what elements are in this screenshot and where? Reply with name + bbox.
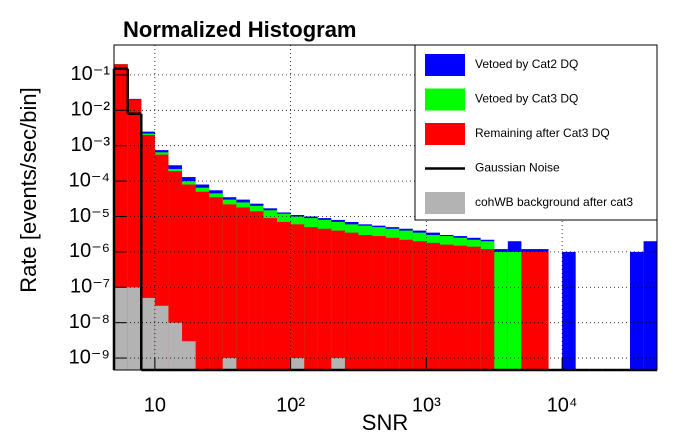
histogram-bar bbox=[331, 358, 345, 370]
histogram-bar bbox=[168, 322, 183, 370]
histogram-bar bbox=[141, 297, 155, 370]
legend-label: cohWB background after cat3 bbox=[475, 195, 633, 209]
y-tick-label: 10⁻⁸ bbox=[69, 311, 110, 333]
y-tick-label: 10⁻⁴ bbox=[69, 169, 110, 191]
y-tick-label: 10⁻⁶ bbox=[69, 240, 110, 262]
histogram-bar bbox=[467, 246, 481, 370]
y-tick-label: 10⁻² bbox=[71, 99, 111, 121]
y-axis-label: Rate [events/sec/bin] bbox=[16, 87, 41, 292]
histogram-bar bbox=[263, 218, 278, 370]
legend-label: Remaining after Cat3 DQ bbox=[475, 126, 610, 140]
x-tick-label: 10 bbox=[144, 394, 166, 416]
chart-title: Normalized Histogram bbox=[123, 17, 357, 42]
y-tick-label: 10⁻¹ bbox=[71, 63, 111, 85]
histogram-bar bbox=[249, 211, 264, 370]
histogram-bar bbox=[643, 241, 657, 370]
legend-label: Gaussian Noise bbox=[475, 161, 560, 175]
histogram-bar bbox=[439, 244, 454, 370]
histogram-bar bbox=[209, 197, 223, 370]
histogram-bar bbox=[534, 251, 549, 370]
histogram-bar bbox=[154, 305, 169, 370]
histogram-bar bbox=[629, 251, 644, 370]
histogram-bar bbox=[168, 171, 183, 370]
histogram-bar bbox=[290, 224, 305, 370]
legend: Vetoed by Cat2 DQ Vetoed by Cat3 DQ Remain… bbox=[414, 44, 658, 221]
histogram-bar bbox=[344, 232, 359, 370]
histogram-bar bbox=[182, 184, 196, 370]
y-tick-label: 10⁻³ bbox=[71, 134, 111, 156]
legend-swatch bbox=[425, 192, 465, 214]
histogram-bar bbox=[304, 227, 318, 370]
histogram-bar bbox=[372, 236, 386, 370]
histogram-bar bbox=[331, 230, 345, 370]
histogram-bar bbox=[426, 242, 440, 370]
y-tick-label: 10⁻⁵ bbox=[69, 205, 110, 227]
legend-swatch bbox=[425, 54, 465, 76]
histogram-bar bbox=[182, 341, 196, 370]
histogram-bar bbox=[412, 241, 427, 370]
y-tick-label: 10⁻⁹ bbox=[69, 346, 110, 368]
histogram-bar bbox=[290, 358, 305, 370]
histogram-bar bbox=[317, 228, 332, 370]
histogram-bar bbox=[480, 249, 495, 370]
legend-swatch bbox=[425, 123, 465, 145]
histogram-bar bbox=[236, 207, 250, 370]
legend-label: Vetoed by Cat3 DQ bbox=[475, 92, 578, 106]
histogram-bar bbox=[358, 234, 373, 370]
histogram-bar bbox=[277, 221, 291, 370]
histogram-bar bbox=[507, 251, 522, 370]
y-tick-label: 10⁻⁷ bbox=[70, 276, 110, 298]
legend-label: Vetoed by Cat2 DQ bbox=[475, 57, 578, 71]
histogram-bar bbox=[562, 251, 576, 370]
histogram-bar bbox=[127, 287, 142, 370]
histogram-bar bbox=[399, 239, 413, 370]
x-axis-label: SNR bbox=[362, 410, 408, 435]
histogram-bar bbox=[521, 251, 535, 370]
x-tick-label: 10² bbox=[276, 394, 305, 416]
histogram-bar bbox=[453, 245, 468, 370]
histogram-bar bbox=[114, 287, 128, 370]
x-tick-label: 10⁴ bbox=[547, 394, 578, 416]
histogram-bar bbox=[222, 358, 237, 370]
histogram-bar bbox=[195, 191, 210, 370]
histogram-bar bbox=[385, 237, 400, 370]
histogram-bar bbox=[494, 251, 508, 370]
legend-swatch bbox=[425, 88, 465, 111]
histogram-bar bbox=[222, 204, 237, 370]
x-tick-label: 10³ bbox=[412, 394, 441, 416]
